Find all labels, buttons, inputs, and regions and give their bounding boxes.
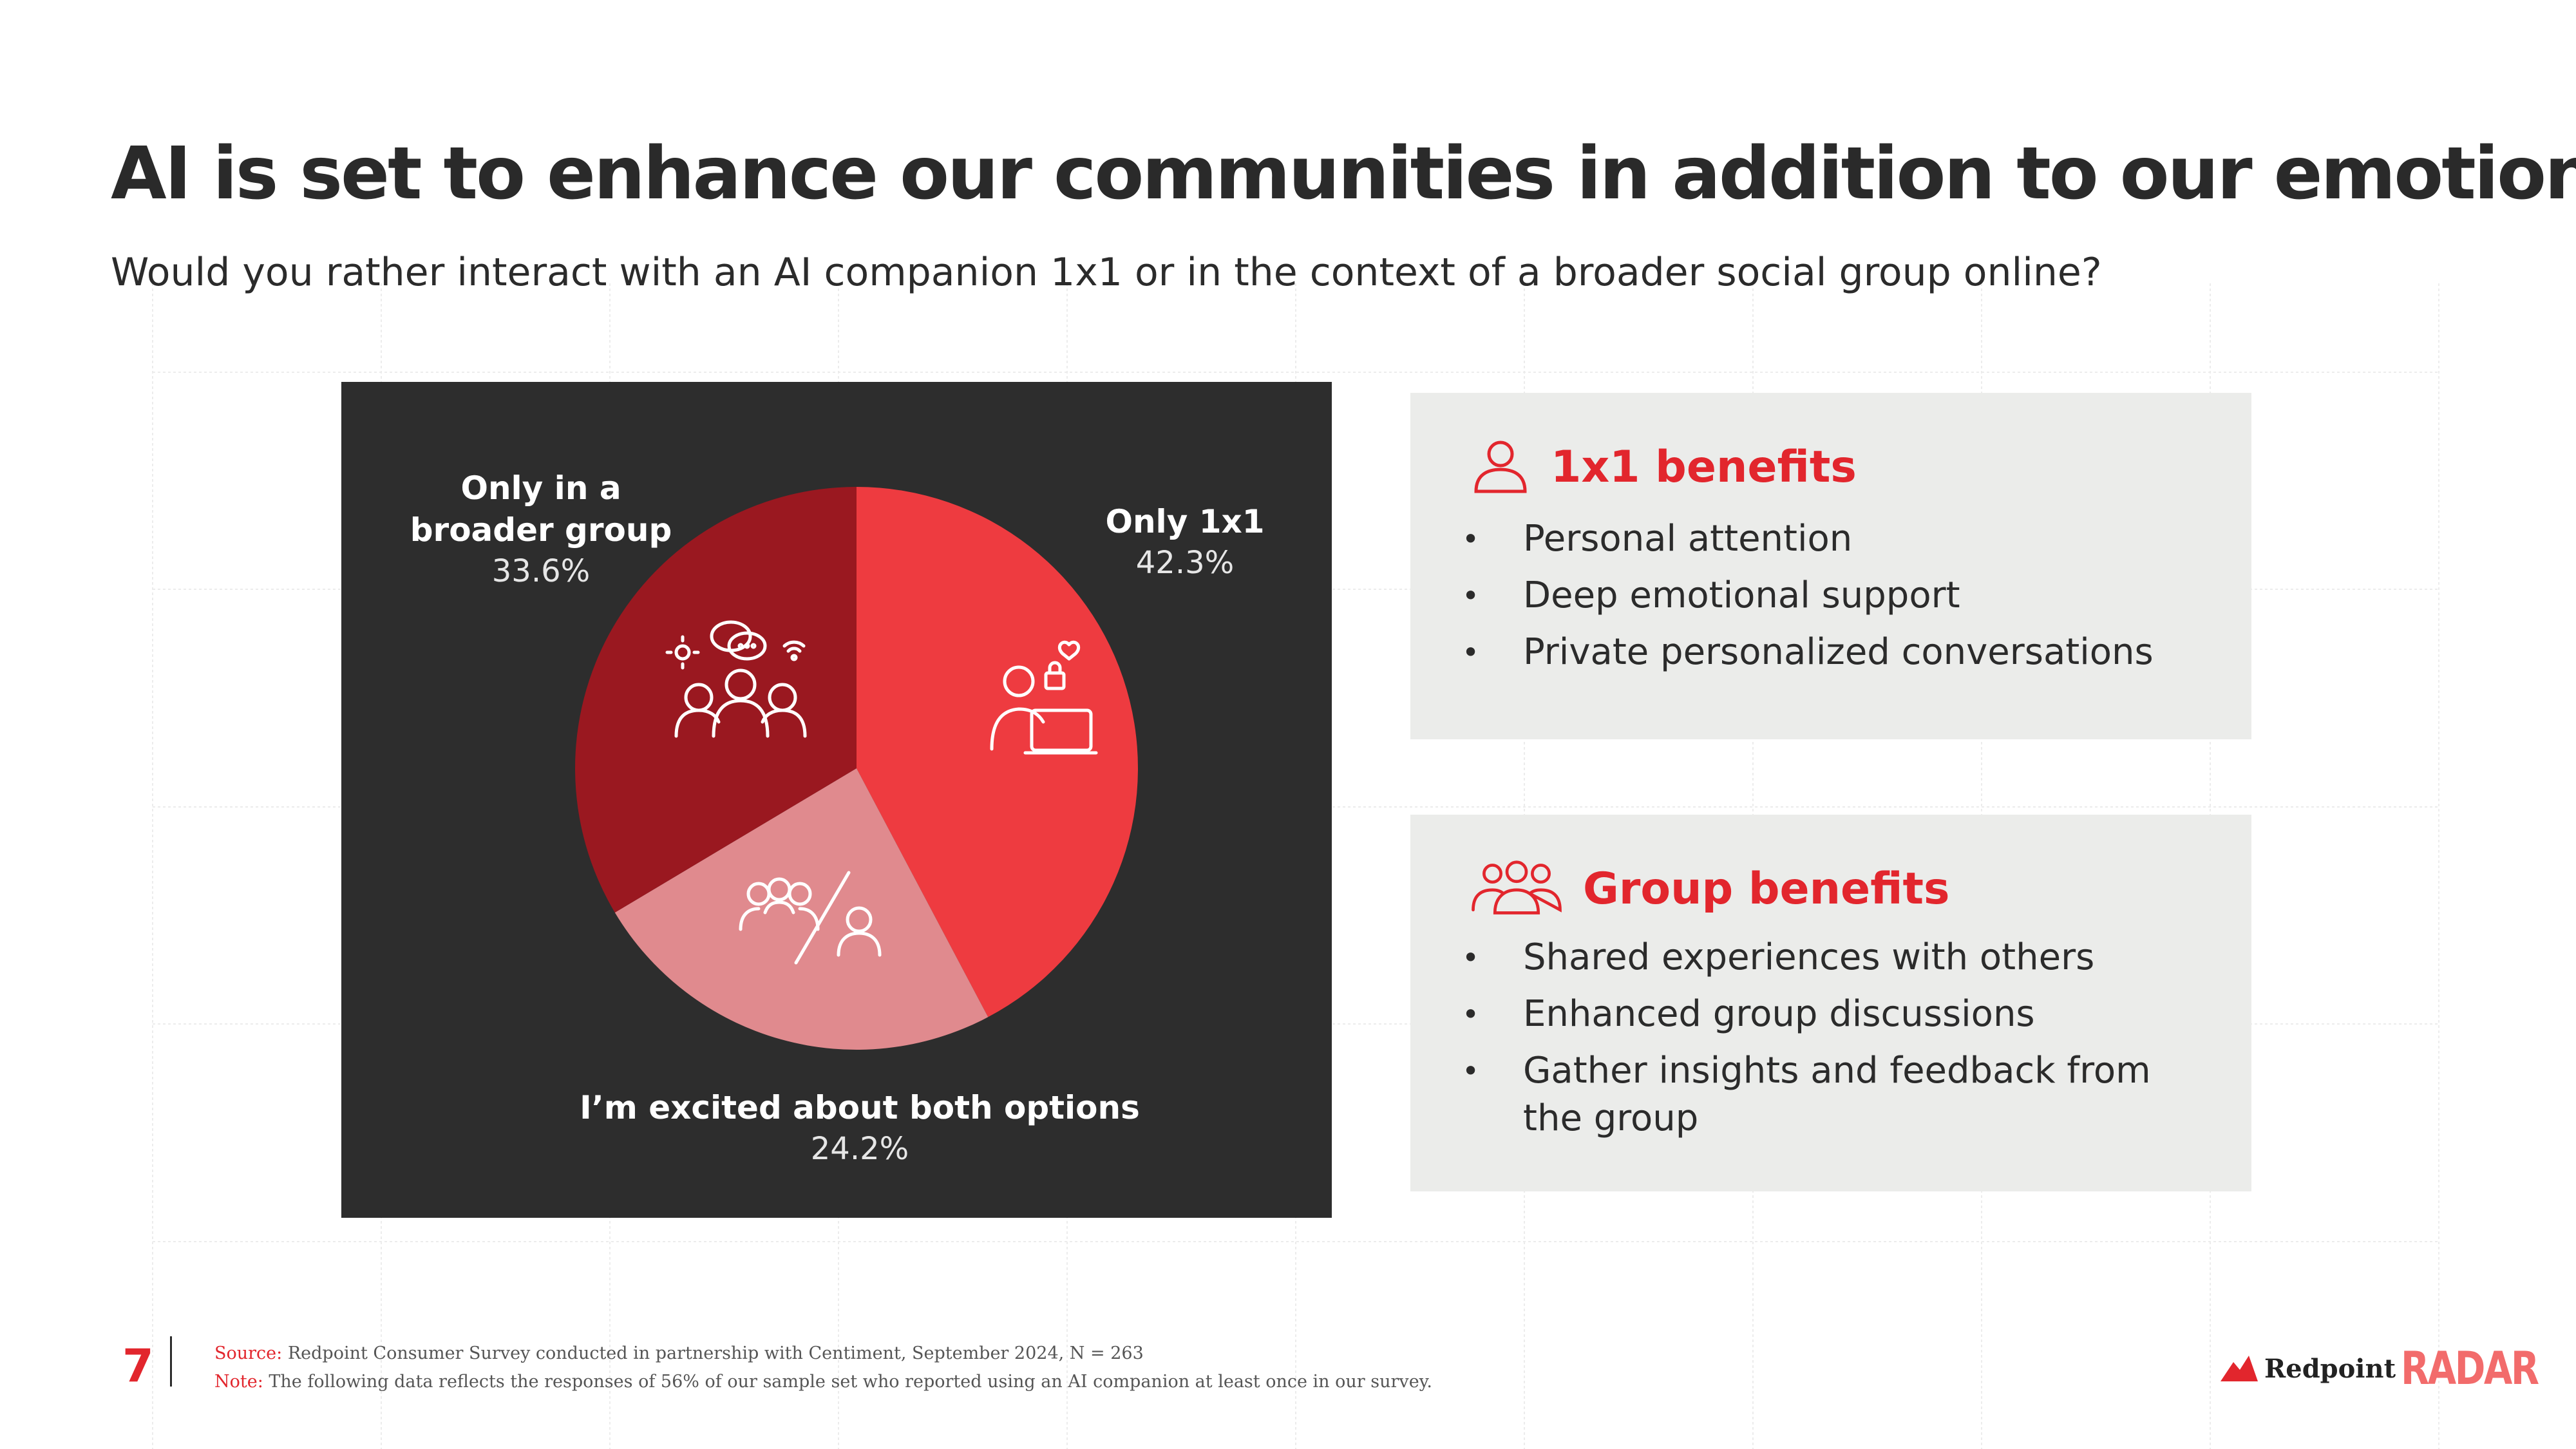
- card-1x1-benefits: 1x1 benefits Personal attention Deep emo…: [1410, 393, 2251, 739]
- footer-divider: [170, 1336, 172, 1387]
- brand-product: RADAR: [2401, 1342, 2539, 1395]
- card-group-benefits: Group benefits Shared experiences with o…: [1410, 815, 2251, 1191]
- slice-value-group: 33.6%: [491, 553, 591, 589]
- slice-label-group-line1: Only in a: [460, 469, 621, 507]
- source-note: Source: Redpoint Consumer Survey conduct…: [214, 1343, 1144, 1363]
- pie-chart-panel: Only in a broader group 33.6% Only 1x1 4…: [341, 382, 1332, 1218]
- slice-label-group-line2: broader group: [410, 511, 672, 549]
- footnotes: Source: Redpoint Consumer Survey conduct…: [214, 1340, 1432, 1396]
- list-item: Deep emotional support: [1462, 572, 2202, 620]
- list-item: Enhanced group discussions: [1462, 990, 2202, 1038]
- page-title: AI is set to enhance our communities in …: [111, 132, 2576, 216]
- list-item: Shared experiences with others: [1462, 934, 2202, 981]
- slice-value-both: 24.2%: [810, 1131, 909, 1167]
- pie-chart: [575, 487, 1138, 1050]
- slice-label-both-line1: I’m excited about both options: [580, 1089, 1140, 1126]
- card-title-group: Group benefits: [1583, 863, 1950, 914]
- person-laptop-icon: [990, 640, 1098, 755]
- page-subtitle: Would you rather interact with an AI com…: [111, 250, 2102, 295]
- brand-logo: Redpoint RADAR: [2221, 1342, 2568, 1395]
- page-number: 7: [122, 1340, 154, 1392]
- redpoint-mark-icon: [2221, 1356, 2258, 1381]
- card-title-1x1: 1x1 benefits: [1551, 441, 1857, 493]
- list-1x1-benefits: Personal attention Deep emotional suppor…: [1462, 515, 2202, 685]
- slice-value-1x1: 42.3%: [1135, 545, 1235, 581]
- pie-slice-0: [857, 487, 1138, 1018]
- list-group-benefits: Shared experiences with others Enhanced …: [1462, 934, 2202, 1151]
- group-icon: [1472, 860, 1562, 914]
- group-chat-icon: [665, 620, 807, 738]
- slice-label-1x1: Only 1x1 42.3%: [1082, 501, 1288, 583]
- brand-name: Redpoint: [2264, 1353, 2396, 1384]
- slice-label-both: I’m excited about both options 24.2%: [535, 1087, 1185, 1169]
- list-item: Private personalized conversations: [1462, 629, 2202, 676]
- sample-note: Note: The following data reflects the re…: [214, 1372, 1432, 1392]
- slice-label-group: Only in a broader group 33.6%: [361, 468, 721, 591]
- list-item: Gather insights and feedback from the gr…: [1462, 1047, 2202, 1142]
- slice-label-1x1-line1: Only 1x1: [1105, 503, 1265, 540]
- list-item: Personal attention: [1462, 515, 2202, 563]
- pie-slice-2: [575, 487, 857, 913]
- person-vs-group-icon: [739, 871, 882, 965]
- person-icon: [1474, 440, 1527, 493]
